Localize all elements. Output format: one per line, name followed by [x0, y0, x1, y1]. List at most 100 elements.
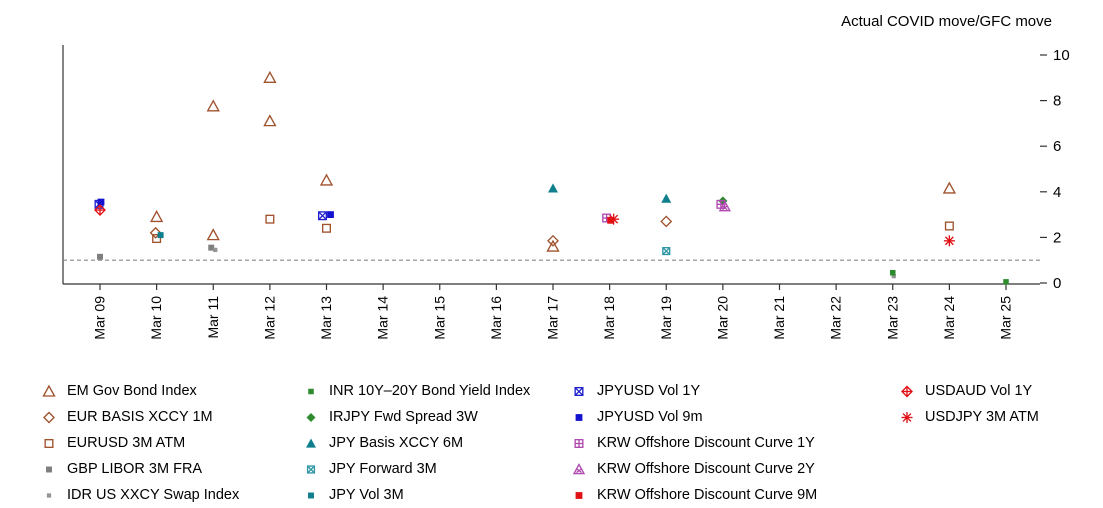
data-point	[149, 209, 164, 223]
legend-label: IDR US XXCY Swap Index	[67, 487, 240, 503]
legend-label: EURUSD 3M ATM	[67, 435, 186, 451]
legend-item: EUR BASIS XCCY 1M	[40, 404, 302, 430]
legend-marker-icon	[308, 388, 314, 395]
x-tick-label: Mar 11	[205, 296, 221, 339]
legend-marker-icon	[901, 385, 913, 398]
legend-column: JPYUSD Vol 1Y JPYUSD Vol 9m KRW Offshore D…	[570, 378, 898, 508]
legend-item: EURUSD 3M ATM	[40, 430, 302, 456]
legend: EM Gov Bond Index EUR BASIS XCCY 1M EURUSD…	[40, 378, 1039, 508]
x-axis: Mar 09 Mar 10 Mar 11 Mar 12 Mar 13 Mar 14 Mar …	[63, 283, 1040, 340]
data-point	[608, 213, 620, 225]
data-point	[97, 253, 103, 260]
data-point	[660, 215, 673, 228]
legend-item: GBP LIBOR 3M FRA	[40, 456, 302, 482]
legend-label: JPYUSD Vol 9m	[597, 409, 703, 425]
y-tick-label: 0	[1053, 275, 1061, 292]
legend-item: USDAUD Vol 1Y	[898, 378, 1039, 404]
legend-marker-icon	[572, 463, 586, 475]
x-tick-label: Mar 24	[941, 296, 957, 340]
legend-label: JPY Forward 3M	[329, 461, 437, 477]
legend-label: JPY Basis XCCY 6M	[329, 435, 464, 451]
legend-marker-icon	[42, 384, 56, 397]
data-point	[263, 70, 277, 83]
legend-label: KRW Offshore Discount Curve 9M	[597, 487, 818, 503]
data-point	[265, 214, 275, 224]
data-point	[321, 223, 331, 233]
legend-label: EM Gov Bond Index	[67, 383, 197, 399]
legend-column: INR 10Y–20Y Bond Yield Index IRJPY Fwd Sp…	[302, 378, 570, 508]
legend-label: IRJPY Fwd Spread 3W	[329, 409, 478, 425]
data-point	[944, 221, 954, 231]
legend-marker-icon	[46, 493, 52, 498]
data-point	[94, 204, 106, 216]
y-tick-label: 6	[1053, 138, 1061, 155]
x-tick-label: Mar 16	[488, 296, 504, 340]
x-tick-label: Mar 15	[431, 296, 447, 340]
legend-item: INR 10Y–20Y Bond Yield Index	[302, 378, 570, 404]
legend-marker-icon	[901, 412, 913, 423]
legend-marker-icon	[46, 466, 52, 473]
y-tick-label: 4	[1053, 184, 1061, 201]
data-point	[319, 173, 334, 186]
data-point	[942, 181, 957, 194]
data-point	[889, 269, 896, 276]
data-point	[548, 183, 558, 193]
x-tick-label: Mar 14	[375, 296, 391, 340]
y-tick-label: 10	[1053, 47, 1070, 64]
x-tick-label: Mar 18	[601, 296, 617, 340]
data-point	[718, 200, 732, 212]
data-point	[607, 216, 615, 224]
legend-item: IDR US XXCY Swap Index	[40, 482, 302, 508]
legend-marker-icon	[306, 465, 316, 474]
legend-column: USDAUD Vol 1Y USDJPY 3M ATM	[898, 378, 1039, 430]
legend-item: JPY Basis XCCY 6M	[302, 430, 570, 456]
legend-marker-icon	[308, 492, 314, 499]
data-point	[206, 99, 220, 112]
legend-label: JPY Vol 3M	[329, 487, 404, 503]
scatter-plot: Mar 09 Mar 10 Mar 11 Mar 12 Mar 13 Mar 14 Mar …	[62, 45, 1070, 340]
data-point	[1003, 279, 1009, 285]
legend-item: KRW Offshore Discount Curve 1Y	[570, 430, 898, 456]
x-tick-label: Mar 19	[658, 296, 674, 340]
x-tick-label: Mar 12	[261, 296, 277, 340]
data-point	[546, 239, 560, 252]
data-point	[206, 228, 220, 241]
legend-marker-icon	[44, 439, 54, 449]
legend-marker-icon	[306, 413, 316, 422]
x-tick-label: Mar 22	[828, 296, 844, 340]
x-tick-label: Mar 21	[771, 296, 787, 340]
data-point	[547, 234, 559, 247]
legend-item: JPYUSD Vol 9m	[570, 404, 898, 430]
legend-item: JPYUSD Vol 1Y	[570, 378, 898, 404]
legend-label: KRW Offshore Discount Curve 2Y	[597, 461, 815, 477]
data-point	[213, 247, 218, 253]
y-axis-right: 0 2 4 6 8 10	[1040, 47, 1070, 292]
legend-marker-icon	[575, 414, 583, 421]
x-tick-label: Mar 17	[545, 296, 561, 340]
legend-column: EM Gov Bond Index EUR BASIS XCCY 1M EURUSD…	[40, 378, 302, 508]
legend-item: KRW Offshore Discount Curve 9M	[570, 482, 898, 508]
x-tick-label: Mar 10	[148, 296, 164, 340]
chart-title: Actual COVID move/GFC move	[841, 13, 1052, 30]
data-point	[327, 211, 334, 218]
legend-label: KRW Offshore Discount Curve 1Y	[597, 435, 815, 451]
legend-label: USDAUD Vol 1Y	[925, 383, 1033, 399]
y-tick-label: 8	[1053, 93, 1061, 110]
legend-marker-icon	[306, 438, 316, 448]
legend-label: EUR BASIS XCCY 1M	[67, 409, 213, 425]
legend-marker-icon	[574, 439, 584, 449]
data-point	[263, 114, 277, 127]
legend-item: EM Gov Bond Index	[40, 378, 302, 404]
data-point	[943, 235, 955, 247]
data-point	[97, 198, 105, 206]
legend-marker-icon	[575, 492, 583, 499]
data-point	[149, 226, 162, 239]
data-point	[891, 274, 896, 279]
y-tick-label: 2	[1053, 229, 1061, 246]
legend-item: JPY Forward 3M	[302, 456, 570, 482]
x-tick-label: Mar 13	[318, 296, 334, 340]
data-point	[662, 247, 671, 256]
x-tick-label: Mar 20	[714, 296, 730, 340]
legend-item: USDJPY 3M ATM	[898, 404, 1039, 430]
